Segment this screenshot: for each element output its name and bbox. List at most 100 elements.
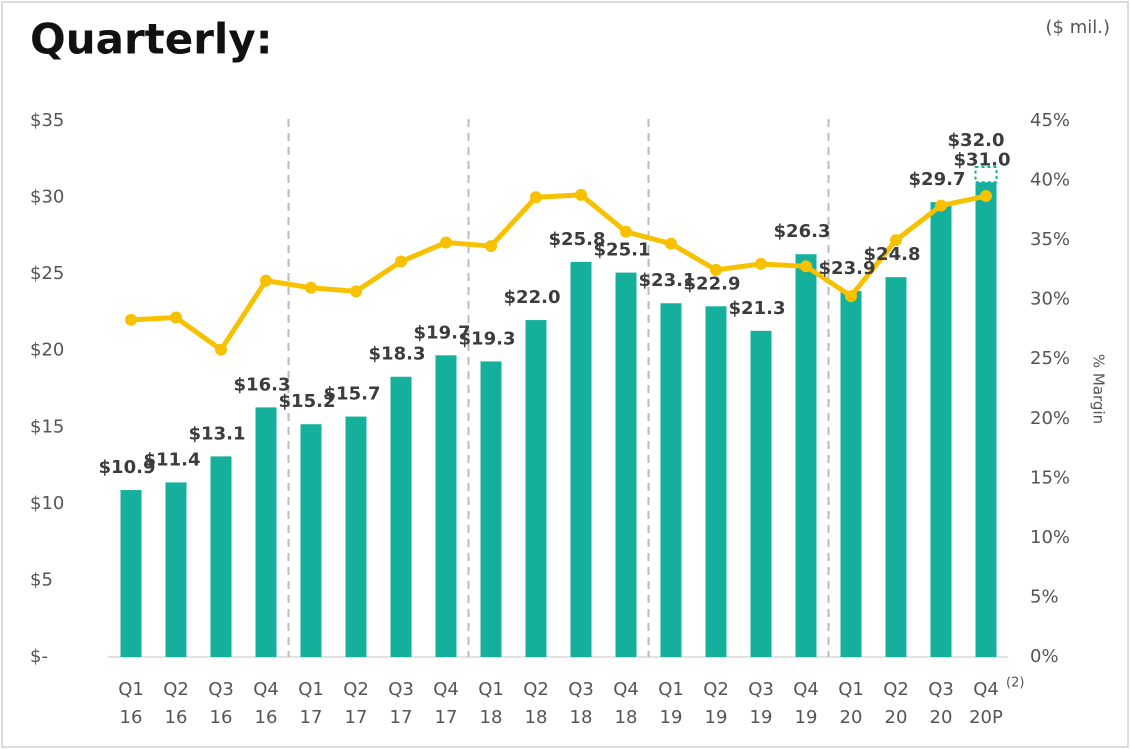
bar bbox=[120, 490, 142, 657]
bar bbox=[255, 407, 277, 657]
x-tick-label: 16 bbox=[165, 707, 188, 728]
value-label: $23.1 bbox=[639, 270, 696, 291]
footnote: (2) bbox=[1006, 676, 1024, 691]
y-tick-label: $5 bbox=[30, 569, 53, 590]
margin-marker bbox=[395, 255, 407, 268]
value-label: $23.9 bbox=[819, 258, 876, 279]
x-tick-label: 20 bbox=[840, 707, 863, 728]
x-tick-label: Q4 bbox=[793, 679, 819, 700]
value-label: $22.9 bbox=[684, 273, 741, 294]
value-label: $25.8 bbox=[549, 229, 606, 250]
y-tick-label: $15 bbox=[30, 416, 64, 437]
value-label: $19.7 bbox=[414, 322, 471, 343]
margin-line bbox=[130, 192, 987, 353]
x-tick-label: Q1 bbox=[838, 679, 864, 700]
x-tick-label: Q1 bbox=[298, 679, 324, 700]
margin-marker bbox=[710, 263, 722, 276]
margin-marker bbox=[485, 240, 497, 253]
value-label: $29.7 bbox=[909, 169, 966, 190]
margin-marker bbox=[170, 311, 182, 324]
margin-marker bbox=[755, 257, 767, 270]
x-tick-label: Q3 bbox=[568, 679, 594, 700]
bar bbox=[210, 456, 232, 657]
x-tick-label: 17 bbox=[345, 707, 368, 728]
bar bbox=[615, 272, 637, 657]
margin-marker bbox=[890, 234, 902, 247]
x-tick-label: 16 bbox=[120, 707, 143, 728]
y2-tick-label: 0% bbox=[1030, 646, 1059, 667]
y2-tick-label: 30% bbox=[1030, 289, 1070, 310]
bar bbox=[480, 361, 502, 657]
x-tick-label: Q1 bbox=[658, 679, 684, 700]
unit-label: ($ mil.) bbox=[1046, 17, 1110, 38]
value-label: $19.3 bbox=[459, 328, 516, 349]
y2-tick-label: 35% bbox=[1030, 229, 1070, 250]
x-tick-label: 17 bbox=[435, 707, 458, 728]
value-label: $24.8 bbox=[864, 244, 921, 265]
x-tick-label: 16 bbox=[255, 707, 278, 728]
bar bbox=[840, 290, 862, 657]
margin-marker bbox=[350, 285, 362, 298]
value-label: $18.3 bbox=[369, 344, 426, 365]
value-label: $22.0 bbox=[504, 287, 561, 308]
x-tick-label: 18 bbox=[615, 707, 638, 728]
margin-marker bbox=[935, 199, 947, 212]
x-tick-label: 20P bbox=[969, 707, 1003, 728]
margin-marker bbox=[980, 190, 992, 203]
margin-marker bbox=[575, 188, 587, 201]
value-label: $21.3 bbox=[729, 298, 786, 319]
y-tick-label: $10 bbox=[30, 493, 64, 514]
x-tick-label: 18 bbox=[570, 707, 593, 728]
y-tick-label: $- bbox=[30, 646, 48, 667]
y2-tick-label: 5% bbox=[1030, 586, 1059, 607]
margin-marker bbox=[305, 281, 317, 294]
bar bbox=[885, 277, 907, 657]
x-tick-label: Q3 bbox=[748, 679, 774, 700]
x-tick-label: 19 bbox=[750, 707, 773, 728]
x-tick-label: 19 bbox=[795, 707, 818, 728]
value-label: $16.3 bbox=[234, 374, 291, 395]
x-tick-label: Q3 bbox=[388, 679, 414, 700]
bar bbox=[930, 202, 952, 657]
margin-marker bbox=[125, 313, 137, 326]
bar bbox=[435, 355, 457, 657]
margin-marker bbox=[845, 290, 857, 303]
bar bbox=[165, 482, 187, 657]
bar bbox=[390, 376, 412, 657]
x-tick-label: Q4 bbox=[973, 679, 999, 700]
x-tick-label: Q1 bbox=[118, 679, 144, 700]
x-tick-label: Q3 bbox=[928, 679, 954, 700]
margin-marker bbox=[440, 236, 452, 249]
x-tick-label: Q4 bbox=[613, 679, 639, 700]
x-tick-label: Q4 bbox=[433, 679, 459, 700]
y2-axis-label: % Margin bbox=[1090, 354, 1108, 424]
margin-marker bbox=[530, 191, 542, 204]
x-tick-label: 19 bbox=[660, 707, 683, 728]
x-tick-label: 19 bbox=[705, 707, 728, 728]
x-tick-label: Q1 bbox=[478, 679, 504, 700]
chart-title: Quarterly: bbox=[30, 15, 273, 64]
y2-tick-label: 15% bbox=[1030, 467, 1070, 488]
margin-marker bbox=[215, 343, 227, 356]
bar bbox=[795, 254, 817, 657]
margin-marker bbox=[620, 225, 632, 238]
y-tick-label: $20 bbox=[30, 340, 64, 361]
value-label: $10.9 bbox=[99, 457, 156, 478]
x-tick-label: 17 bbox=[300, 707, 323, 728]
bar bbox=[660, 303, 682, 657]
x-tick-label: 20 bbox=[930, 707, 953, 728]
value-label: $31.0 bbox=[954, 149, 1011, 170]
bar bbox=[525, 320, 547, 657]
value-label: $15.2 bbox=[279, 391, 336, 412]
y2-tick-label: 10% bbox=[1030, 527, 1070, 548]
value-label: $13.1 bbox=[189, 423, 246, 444]
bar bbox=[975, 182, 997, 657]
y2-tick-label: 40% bbox=[1030, 170, 1070, 191]
x-tick-label: 18 bbox=[525, 707, 548, 728]
y-tick-label: $35 bbox=[30, 110, 64, 131]
x-tick-label: Q2 bbox=[883, 679, 909, 700]
margin-marker bbox=[665, 237, 677, 250]
x-tick-label: Q4 bbox=[253, 679, 279, 700]
y-tick-label: $30 bbox=[30, 187, 64, 208]
